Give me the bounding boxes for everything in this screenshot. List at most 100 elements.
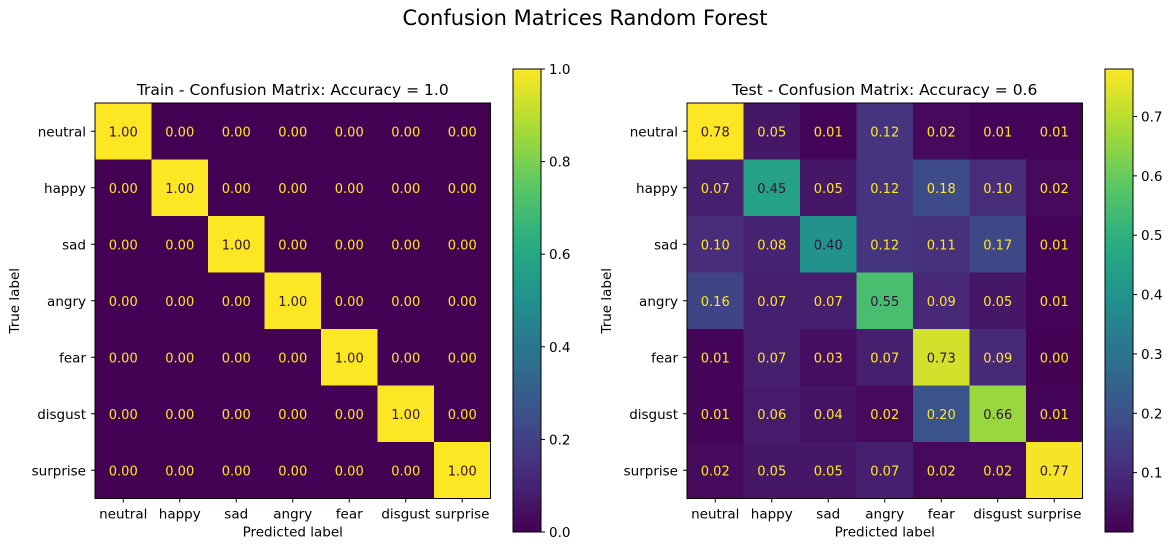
- test-value-label: 0.01: [701, 351, 730, 366]
- test-y-tick-label: neutral: [630, 124, 678, 140]
- train-value-label: 0.00: [278, 125, 307, 140]
- train-y-tick-label: fear: [59, 350, 86, 366]
- test-cell-surprise-disgust: [969, 442, 1027, 499]
- test-cell-angry-sad: [800, 272, 857, 330]
- test-x-tick-label: neutral: [691, 507, 739, 523]
- test-value-label: 0.02: [870, 408, 899, 423]
- test-colorbar-tick-label: 0.2: [1141, 406, 1162, 422]
- train-cell-disgust-happy: [151, 385, 209, 443]
- train-value-label: 0.00: [109, 238, 138, 253]
- test-cell-angry-surprise: [1026, 272, 1083, 330]
- test-cell-sad-neutral: [687, 216, 744, 273]
- train-x-tick-label: disgust: [381, 507, 430, 523]
- train-cell-fear-neutral: [95, 329, 152, 386]
- train-cell-sad-happy: [151, 216, 209, 273]
- train-value-label: 0.00: [165, 125, 194, 140]
- train-value-label: 0.00: [109, 464, 138, 479]
- train-cell-happy-angry: [264, 159, 322, 217]
- train-cell-surprise-fear: [321, 442, 378, 499]
- test-cell-neutral-fear: [913, 103, 970, 160]
- train-value-label: 0.00: [391, 351, 420, 366]
- train-value-label: 0.00: [391, 238, 420, 253]
- train-cell-happy-disgust: [377, 159, 435, 217]
- test-colorbar: [1104, 68, 1134, 533]
- train-value-label: 1.00: [109, 125, 138, 140]
- test-value-label: 0.66: [983, 408, 1012, 423]
- test-value-label: 0.01: [1040, 295, 1069, 310]
- train-value-label: 0.00: [278, 408, 307, 423]
- test-cell-angry-fear: [913, 272, 970, 330]
- train-value-label: 0.00: [335, 182, 364, 197]
- test-value-label: 0.12: [870, 125, 899, 140]
- test-value-label: 0.07: [757, 351, 786, 366]
- test-value-label: 0.09: [927, 295, 956, 310]
- train-value-label: 0.00: [391, 464, 420, 479]
- test-colorbar-tick-label: 0.1: [1141, 466, 1162, 482]
- train-cell-surprise-happy: [151, 442, 209, 499]
- train-cell-happy-sad: [208, 159, 265, 217]
- test-cell-happy-happy: [743, 159, 801, 217]
- test-x-tick-label: disgust: [973, 507, 1022, 523]
- train-cell-fear-fear: [321, 329, 378, 386]
- train-value-label: 0.00: [222, 464, 251, 479]
- test-value-label: 0.04: [814, 408, 843, 423]
- test-cell-surprise-neutral: [687, 442, 744, 499]
- train-cell-fear-happy: [151, 329, 209, 386]
- train-value-label: 0.00: [222, 295, 251, 310]
- test-cell-fear-angry: [856, 329, 914, 386]
- train-colorbar-tick-label: 0.8: [549, 155, 570, 171]
- test-x-tick-label: surprise: [1027, 507, 1081, 523]
- train-cell-disgust-surprise: [434, 385, 491, 443]
- test-value-label: 0.10: [701, 238, 730, 253]
- train-cell-fear-disgust: [377, 329, 435, 386]
- train-cell-sad-disgust: [377, 216, 435, 273]
- train-x-tick-label: sad: [224, 507, 248, 523]
- train-value-label: 0.00: [222, 125, 251, 140]
- figure-title: Confusion Matrices Random Forest: [402, 6, 768, 30]
- train-colorbar-tick-label: 0.2: [549, 432, 570, 448]
- test-value-label: 0.02: [927, 464, 956, 479]
- train-y-tick-label: surprise: [32, 463, 86, 479]
- train-cell-sad-neutral: [95, 216, 152, 273]
- test-cell-sad-sad: [800, 216, 857, 273]
- train-y-tick-label: sad: [62, 237, 86, 253]
- test-cell-neutral-angry: [856, 103, 914, 160]
- train-cell-happy-fear: [321, 159, 378, 217]
- test-cell-happy-disgust: [969, 159, 1027, 217]
- test-cell-neutral-surprise: [1026, 103, 1083, 160]
- train-value-label: 0.00: [335, 408, 364, 423]
- train-value-label: 0.00: [448, 408, 477, 423]
- test-value-label: 0.07: [701, 182, 730, 197]
- test-cell-fear-happy: [743, 329, 801, 386]
- test-value-label: 0.05: [814, 182, 843, 197]
- test-value-label: 0.02: [701, 464, 730, 479]
- train-cell-surprise-disgust: [377, 442, 435, 499]
- train-value-label: 0.00: [109, 182, 138, 197]
- test-cell-neutral-disgust: [969, 103, 1027, 160]
- test-cell-neutral-sad: [800, 103, 857, 160]
- train-cell-happy-surprise: [434, 159, 491, 217]
- train-cell-neutral-disgust: [377, 103, 435, 160]
- train-value-label: 0.00: [335, 464, 364, 479]
- test-value-label: 0.10: [983, 182, 1012, 197]
- test-value-label: 0.18: [927, 182, 956, 197]
- test-x-axis-label: Predicted label: [835, 525, 935, 541]
- train-cell-surprise-angry: [264, 442, 322, 499]
- train-cell-disgust-sad: [208, 385, 265, 443]
- train-value-label: 1.00: [448, 464, 477, 479]
- train-x-axis-label: Predicted label: [243, 525, 343, 541]
- train-cell-neutral-neutral: [95, 103, 152, 160]
- train-colorbar-tick-label: 0.0: [549, 525, 570, 541]
- train-colorbar-tick-label: 1.0: [549, 62, 570, 78]
- train-colorbar-tick-label: 0.4: [549, 340, 570, 356]
- test-cell-disgust-neutral: [687, 385, 744, 443]
- train-cell-neutral-fear: [321, 103, 378, 160]
- train-cell-disgust-angry: [264, 385, 322, 443]
- test-cell-fear-neutral: [687, 329, 744, 386]
- test-value-label: 0.01: [814, 125, 843, 140]
- test-value-label: 0.12: [870, 238, 899, 253]
- train-value-label: 0.00: [448, 351, 477, 366]
- test-value-label: 0.07: [870, 464, 899, 479]
- train-cell-sad-sad: [208, 216, 265, 273]
- test-value-label: 0.12: [870, 182, 899, 197]
